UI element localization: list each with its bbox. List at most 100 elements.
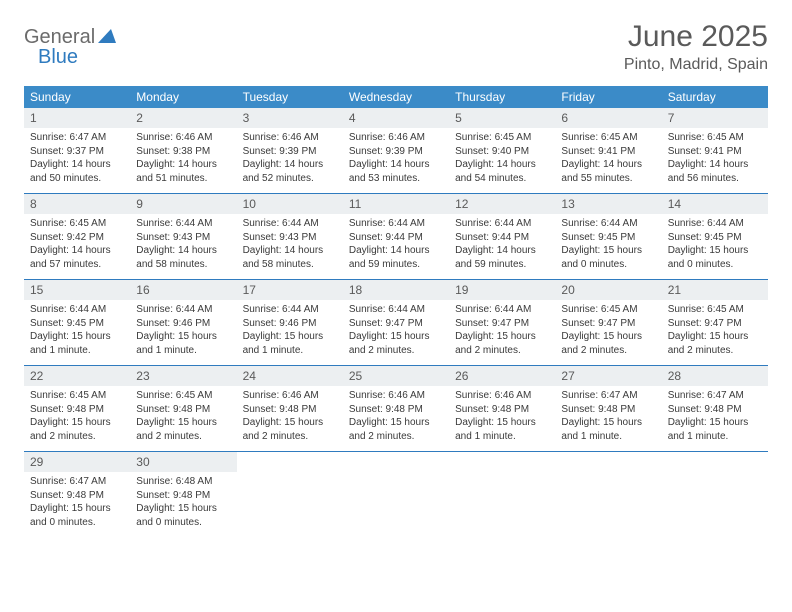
daylight-text: Daylight: 15 hours and 0 minutes. [668,244,762,271]
sunset-text: Sunset: 9:45 PM [561,231,655,245]
location-text: Pinto, Madrid, Spain [624,56,768,74]
sunset-text: Sunset: 9:48 PM [136,403,230,417]
sunrise-text: Sunrise: 6:44 AM [455,217,549,231]
sunrise-text: Sunrise: 6:46 AM [243,131,337,145]
dow-thursday: Thursday [449,86,555,108]
day-data: Sunrise: 6:47 AMSunset: 9:48 PMDaylight:… [662,386,768,451]
calendar-day-cell: 7Sunrise: 6:45 AMSunset: 9:41 PMDaylight… [662,108,768,194]
sunset-text: Sunset: 9:41 PM [561,145,655,159]
sunrise-text: Sunrise: 6:45 AM [668,131,762,145]
daylight-text: Daylight: 15 hours and 1 minute. [30,330,124,357]
sunset-text: Sunset: 9:48 PM [668,403,762,417]
calendar-day-cell: 18Sunrise: 6:44 AMSunset: 9:47 PMDayligh… [343,280,449,366]
header: General June 2025 Pinto, Madrid, Spain [24,20,768,74]
calendar-day-cell: 25Sunrise: 6:46 AMSunset: 9:48 PMDayligh… [343,366,449,452]
daylight-text: Daylight: 15 hours and 1 minute. [668,416,762,443]
daylight-text: Daylight: 15 hours and 2 minutes. [455,330,549,357]
sunset-text: Sunset: 9:44 PM [455,231,549,245]
day-number: 15 [24,280,130,300]
sunset-text: Sunset: 9:38 PM [136,145,230,159]
logo-triangle-icon [98,27,116,48]
day-data: Sunrise: 6:46 AMSunset: 9:38 PMDaylight:… [130,128,236,193]
sunrise-text: Sunrise: 6:44 AM [136,303,230,317]
calendar-day-cell: 13Sunrise: 6:44 AMSunset: 9:45 PMDayligh… [555,194,661,280]
sunrise-text: Sunrise: 6:48 AM [136,475,230,489]
day-data: Sunrise: 6:45 AMSunset: 9:48 PMDaylight:… [24,386,130,451]
sunset-text: Sunset: 9:48 PM [30,403,124,417]
calendar-day-cell: 11Sunrise: 6:44 AMSunset: 9:44 PMDayligh… [343,194,449,280]
daylight-text: Daylight: 15 hours and 2 minutes. [561,330,655,357]
day-number: 28 [662,366,768,386]
day-number: 18 [343,280,449,300]
day-number: 1 [24,108,130,128]
day-data: Sunrise: 6:44 AMSunset: 9:46 PMDaylight:… [237,300,343,365]
day-number: 2 [130,108,236,128]
day-number: 22 [24,366,130,386]
daylight-text: Daylight: 15 hours and 2 minutes. [136,416,230,443]
calendar-day-cell: 3Sunrise: 6:46 AMSunset: 9:39 PMDaylight… [237,108,343,194]
daylight-text: Daylight: 15 hours and 2 minutes. [349,330,443,357]
calendar-day-cell: 16Sunrise: 6:44 AMSunset: 9:46 PMDayligh… [130,280,236,366]
daylight-text: Daylight: 14 hours and 54 minutes. [455,158,549,185]
sunrise-text: Sunrise: 6:45 AM [668,303,762,317]
day-data: Sunrise: 6:46 AMSunset: 9:39 PMDaylight:… [343,128,449,193]
calendar-week-row: 15Sunrise: 6:44 AMSunset: 9:45 PMDayligh… [24,280,768,366]
sunset-text: Sunset: 9:44 PM [349,231,443,245]
sunrise-text: Sunrise: 6:44 AM [136,217,230,231]
day-number: 29 [24,452,130,472]
calendar-day-cell: 17Sunrise: 6:44 AMSunset: 9:46 PMDayligh… [237,280,343,366]
day-data: Sunrise: 6:45 AMSunset: 9:42 PMDaylight:… [24,214,130,279]
calendar-week-row: 29Sunrise: 6:47 AMSunset: 9:48 PMDayligh… [24,452,768,538]
daylight-text: Daylight: 15 hours and 2 minutes. [243,416,337,443]
calendar-day-cell: 23Sunrise: 6:45 AMSunset: 9:48 PMDayligh… [130,366,236,452]
sunrise-text: Sunrise: 6:45 AM [30,217,124,231]
daylight-text: Daylight: 14 hours and 59 minutes. [455,244,549,271]
calendar-day-cell: 27Sunrise: 6:47 AMSunset: 9:48 PMDayligh… [555,366,661,452]
sunrise-text: Sunrise: 6:45 AM [455,131,549,145]
day-number: 11 [343,194,449,214]
calendar-day-cell: 1Sunrise: 6:47 AMSunset: 9:37 PMDaylight… [24,108,130,194]
day-data: Sunrise: 6:44 AMSunset: 9:47 PMDaylight:… [343,300,449,365]
day-data: Sunrise: 6:46 AMSunset: 9:48 PMDaylight:… [449,386,555,451]
day-number: 23 [130,366,236,386]
calendar-week-row: 8Sunrise: 6:45 AMSunset: 9:42 PMDaylight… [24,194,768,280]
day-data: Sunrise: 6:44 AMSunset: 9:46 PMDaylight:… [130,300,236,365]
day-number: 24 [237,366,343,386]
sunrise-text: Sunrise: 6:47 AM [30,131,124,145]
day-data: Sunrise: 6:44 AMSunset: 9:44 PMDaylight:… [343,214,449,279]
day-data: Sunrise: 6:47 AMSunset: 9:37 PMDaylight:… [24,128,130,193]
day-data: Sunrise: 6:45 AMSunset: 9:41 PMDaylight:… [662,128,768,193]
daylight-text: Daylight: 14 hours and 57 minutes. [30,244,124,271]
page-title: June 2025 [624,20,768,54]
day-number: 20 [555,280,661,300]
day-number: 4 [343,108,449,128]
calendar-day-cell: 28Sunrise: 6:47 AMSunset: 9:48 PMDayligh… [662,366,768,452]
sunset-text: Sunset: 9:43 PM [136,231,230,245]
calendar-day-cell: 15 Sunrise: 6:44 AMSunset: 9:45 PMDayligh… [24,280,130,366]
dow-tuesday: Tuesday [237,86,343,108]
sunset-text: Sunset: 9:48 PM [243,403,337,417]
day-number: 21 [662,280,768,300]
day-data: Sunrise: 6:45 AMSunset: 9:41 PMDaylight:… [555,128,661,193]
day-data: Sunrise: 6:45 AMSunset: 9:48 PMDaylight:… [130,386,236,451]
sunset-text: Sunset: 9:45 PM [30,317,124,331]
day-number: 7 [662,108,768,128]
sunrise-text: Sunrise: 6:44 AM [30,303,124,317]
calendar-day-cell [449,452,555,538]
day-number: 16 [130,280,236,300]
dow-wednesday: Wednesday [343,86,449,108]
day-number: 14 [662,194,768,214]
day-data: Sunrise: 6:46 AMSunset: 9:39 PMDaylight:… [237,128,343,193]
day-data: Sunrise: 6:44 AMSunset: 9:45 PMDaylight:… [662,214,768,279]
sunrise-text: Sunrise: 6:44 AM [668,217,762,231]
calendar-day-cell [555,452,661,538]
logo-text-blue: Blue [38,46,78,68]
sunrise-text: Sunrise: 6:46 AM [349,389,443,403]
daylight-text: Daylight: 14 hours and 56 minutes. [668,158,762,185]
title-block: June 2025 Pinto, Madrid, Spain [624,20,768,74]
daylight-text: Daylight: 15 hours and 0 minutes. [561,244,655,271]
day-number: 12 [449,194,555,214]
calendar-day-cell: 20Sunrise: 6:45 AMSunset: 9:47 PMDayligh… [555,280,661,366]
calendar-day-cell: 6Sunrise: 6:45 AMSunset: 9:41 PMDaylight… [555,108,661,194]
sunrise-text: Sunrise: 6:47 AM [668,389,762,403]
